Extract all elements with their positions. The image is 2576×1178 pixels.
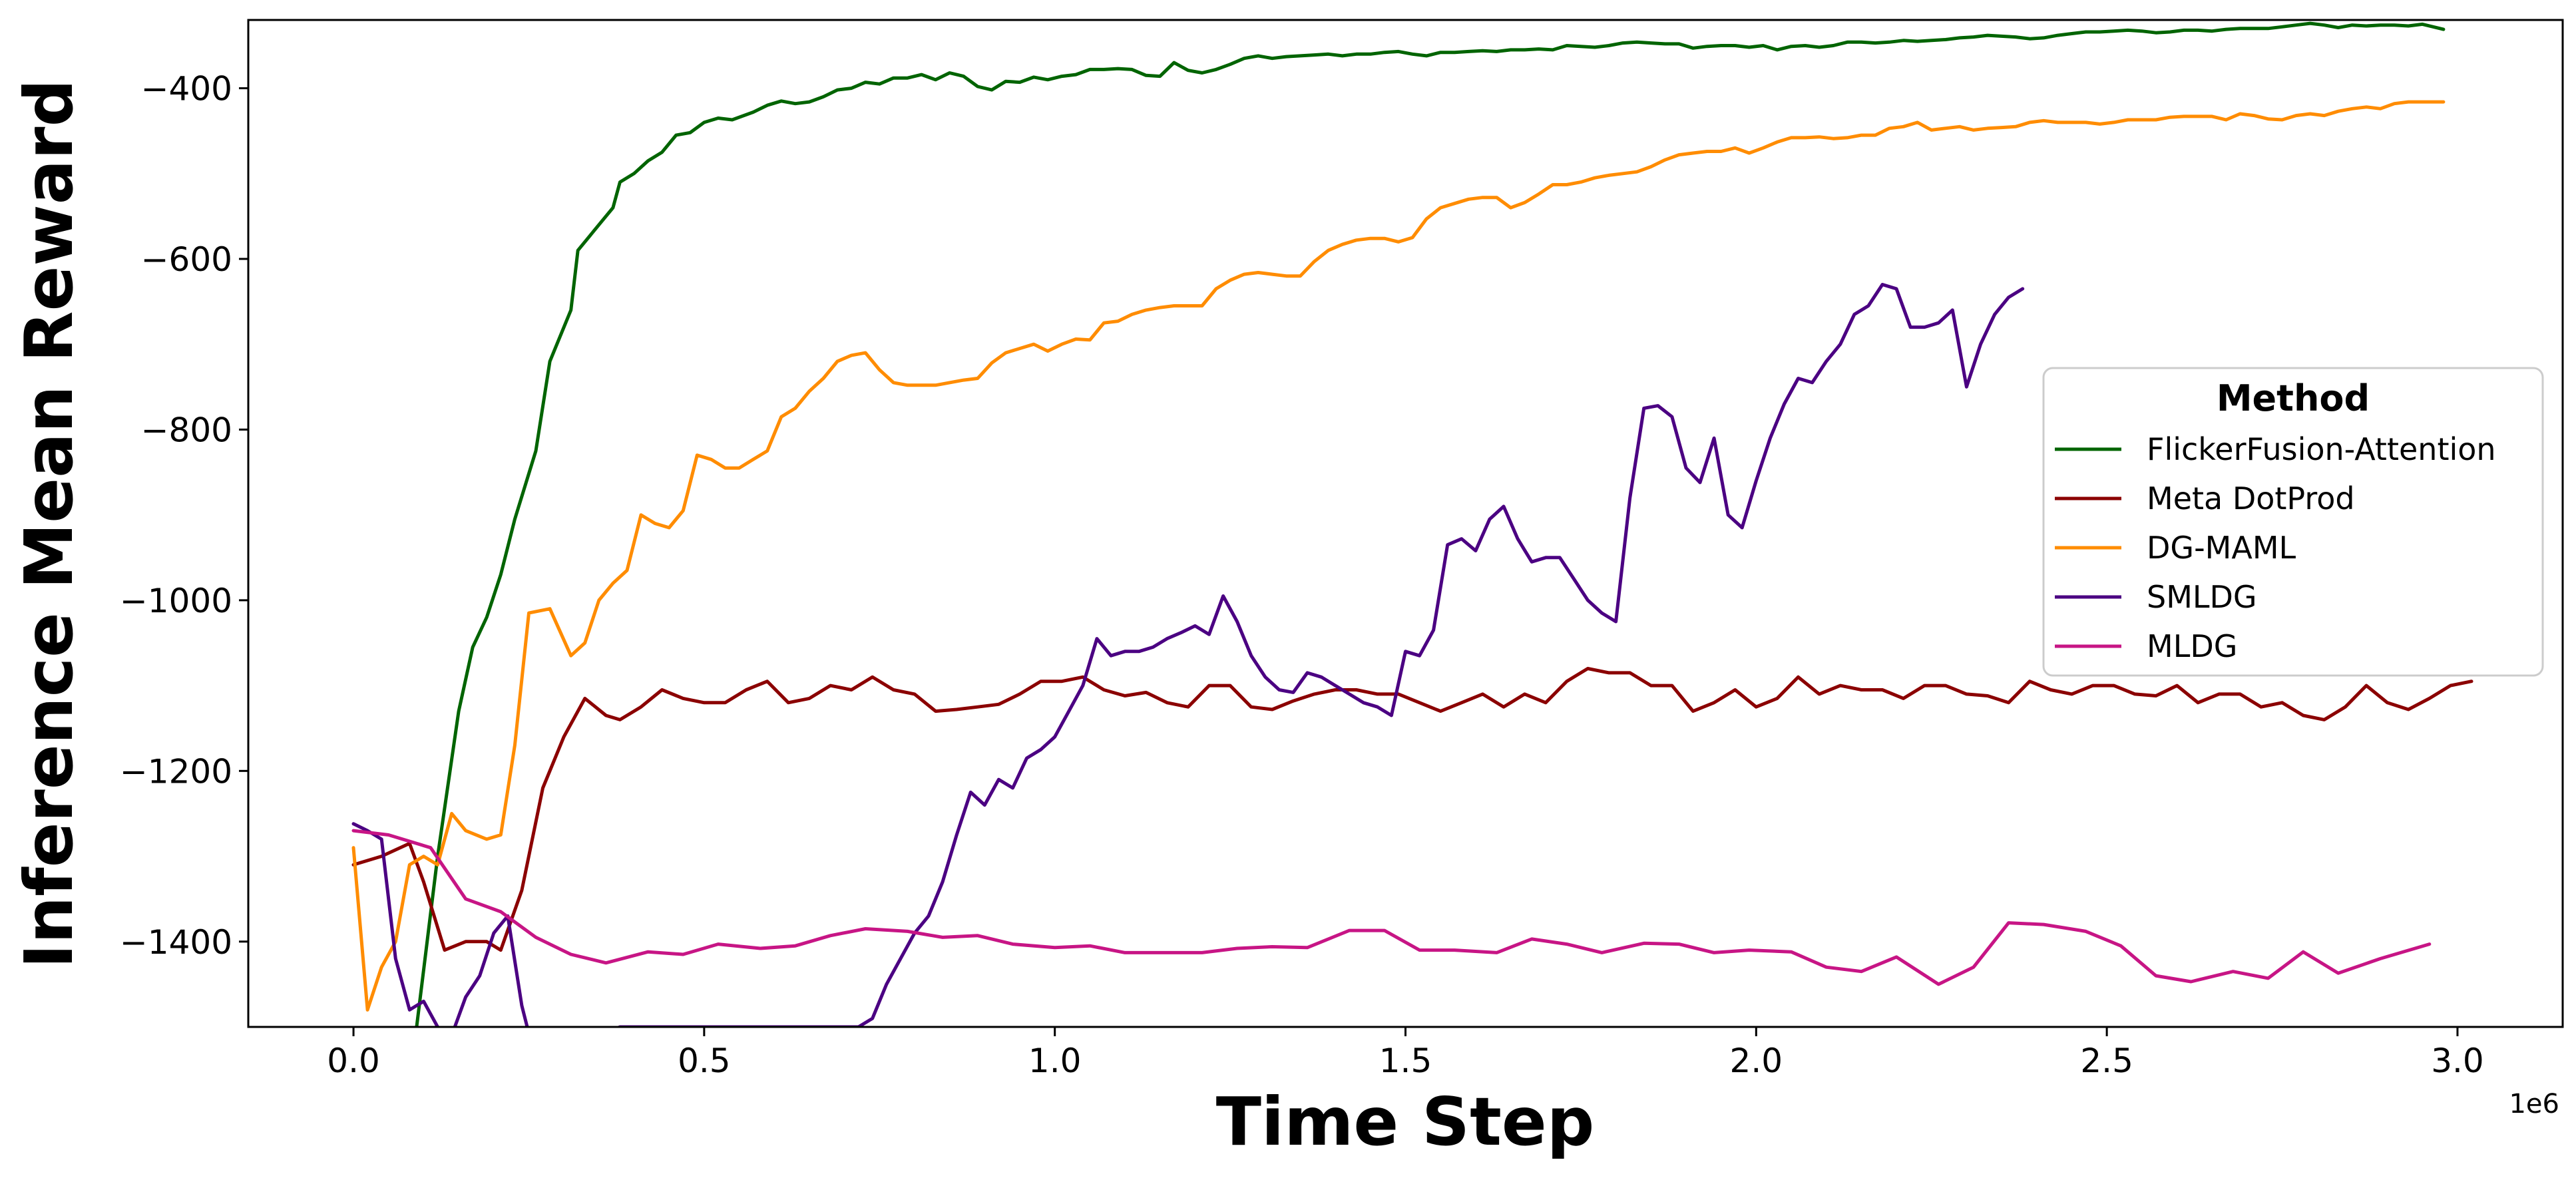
y-tick-label: −400 xyxy=(141,70,232,108)
x-tick-label: 1.5 xyxy=(1379,1042,1432,1080)
y-axis-title: Inference Mean Reward xyxy=(10,79,88,968)
legend-label-dg-maml: DG-MAML xyxy=(2147,530,2296,566)
y-axis: −1400 −1200 −1000 −800 −600 −400 xyxy=(120,70,248,962)
x-tick-label: 1.0 xyxy=(1028,1042,1082,1080)
legend-label-meta-dotprod: Meta DotProd xyxy=(2147,481,2355,516)
legend-box xyxy=(2042,367,2544,677)
x-tick-label: 0.5 xyxy=(678,1042,731,1080)
x-tick-label: 2.5 xyxy=(2080,1042,2133,1080)
x-axis: 0.0 0.5 1.0 1.5 2.0 2.5 3.0 xyxy=(327,1027,2484,1080)
series-layer xyxy=(351,21,2473,1027)
legend-items: FlickerFusion-Attention Meta DotProd DG-MA… xyxy=(2055,431,2496,664)
legend-label-mldg: MLDG xyxy=(2147,628,2237,664)
x-axis-offset-label: 1e6 xyxy=(2509,1089,2559,1119)
y-tick-label: −600 xyxy=(141,240,232,279)
y-tick-label: −1000 xyxy=(120,582,232,620)
series-line-smldg xyxy=(351,283,2025,1027)
legend-label-smldg: SMLDG xyxy=(2147,579,2257,615)
series-line-meta-dotprod xyxy=(351,667,2473,952)
x-tick-label: 0.0 xyxy=(327,1042,380,1080)
x-tick-label: 2.0 xyxy=(1730,1042,1783,1080)
legend-title: Method xyxy=(2217,377,2370,419)
x-axis-title: Time Step xyxy=(1216,1083,1595,1161)
legend: Method FlickerFusion-Attention Meta DotPr… xyxy=(2042,367,2544,677)
series-line-flickerfusion-attention xyxy=(415,21,2446,1027)
series-line-dg-maml xyxy=(351,100,2446,1012)
y-tick-label: −800 xyxy=(141,411,232,449)
x-tick-label: 3.0 xyxy=(2431,1042,2484,1080)
y-tick-label: −1200 xyxy=(120,752,232,791)
series-line-mldg xyxy=(351,829,2432,986)
y-tick-label: −1400 xyxy=(120,923,232,962)
legend-label-flickerfusion-attention: FlickerFusion-Attention xyxy=(2147,431,2496,467)
